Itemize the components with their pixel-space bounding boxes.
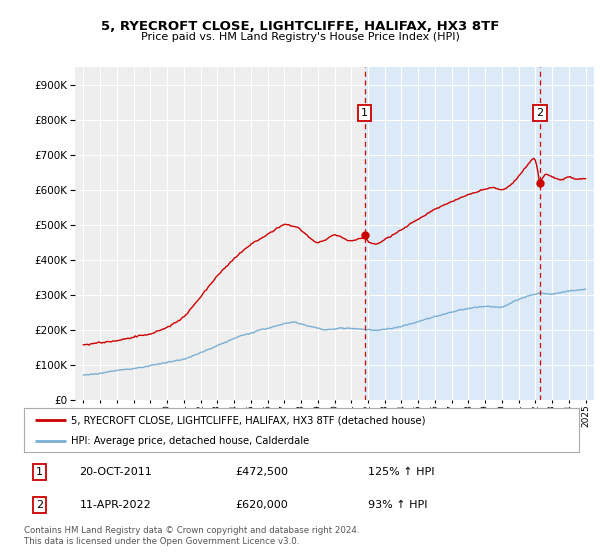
Text: 5, RYECROFT CLOSE, LIGHTCLIFFE, HALIFAX, HX3 8TF: 5, RYECROFT CLOSE, LIGHTCLIFFE, HALIFAX,… bbox=[101, 20, 499, 32]
Text: 2: 2 bbox=[36, 500, 43, 510]
Text: 5, RYECROFT CLOSE, LIGHTCLIFFE, HALIFAX, HX3 8TF (detached house): 5, RYECROFT CLOSE, LIGHTCLIFFE, HALIFAX,… bbox=[71, 415, 425, 425]
Text: 11-APR-2022: 11-APR-2022 bbox=[79, 500, 151, 510]
Text: 93% ↑ HPI: 93% ↑ HPI bbox=[368, 500, 428, 510]
Text: 1: 1 bbox=[361, 108, 368, 118]
Text: £620,000: £620,000 bbox=[235, 500, 287, 510]
Text: £472,500: £472,500 bbox=[235, 466, 288, 477]
Text: HPI: Average price, detached house, Calderdale: HPI: Average price, detached house, Cald… bbox=[71, 436, 310, 446]
Text: 125% ↑ HPI: 125% ↑ HPI bbox=[368, 466, 434, 477]
Text: Price paid vs. HM Land Registry's House Price Index (HPI): Price paid vs. HM Land Registry's House … bbox=[140, 32, 460, 43]
Text: Contains HM Land Registry data © Crown copyright and database right 2024.
This d: Contains HM Land Registry data © Crown c… bbox=[24, 526, 359, 546]
Text: 2: 2 bbox=[536, 108, 544, 118]
Text: 1: 1 bbox=[36, 466, 43, 477]
Text: 20-OCT-2011: 20-OCT-2011 bbox=[79, 466, 152, 477]
Bar bbox=[365, 67, 600, 400]
